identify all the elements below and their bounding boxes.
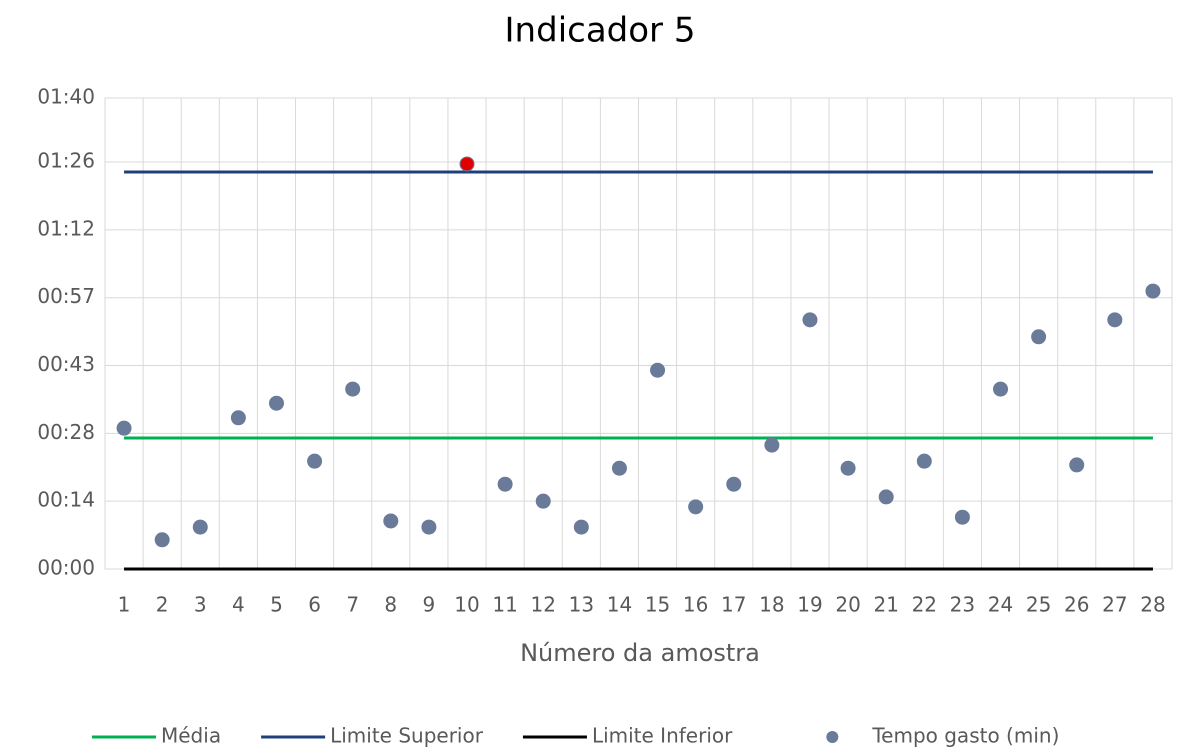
x-tick-label: 21 — [873, 593, 898, 617]
x-tick-label: 23 — [950, 593, 975, 617]
legend-label: Média — [161, 724, 221, 748]
data-point — [230, 410, 246, 426]
y-tick-label: 00:57 — [37, 284, 95, 308]
x-tick-label: 13 — [569, 593, 594, 617]
y-tick-label: 01:12 — [37, 216, 95, 240]
data-point — [116, 420, 132, 436]
x-tick-label: 6 — [308, 593, 321, 617]
x-tick-label: 11 — [492, 593, 517, 617]
y-tick-label: 00:43 — [37, 352, 95, 376]
x-tick-label: 17 — [721, 593, 746, 617]
legend-label: Limite Inferior — [592, 724, 733, 748]
data-point — [726, 476, 742, 492]
data-point — [764, 437, 780, 453]
x-tick-label: 19 — [797, 593, 822, 617]
x-tick-label: 5 — [270, 593, 283, 617]
x-tick-label: 8 — [384, 593, 397, 617]
data-point — [345, 381, 361, 397]
y-tick-label: 01:40 — [37, 85, 95, 109]
x-tick-label: 20 — [835, 593, 860, 617]
data-point — [1069, 457, 1085, 473]
x-tick-label: 22 — [912, 593, 937, 617]
x-tick-label: 9 — [423, 593, 436, 617]
y-tick-label: 00:14 — [37, 488, 95, 512]
x-tick-label: 2 — [156, 593, 169, 617]
legend-label: Limite Superior — [330, 724, 484, 748]
x-tick-label: 27 — [1102, 593, 1127, 617]
data-point — [650, 362, 666, 378]
x-tick-label: 1 — [118, 593, 131, 617]
data-point — [688, 499, 704, 515]
y-tick-label: 00:28 — [37, 420, 95, 444]
data-point — [802, 312, 818, 328]
data-point — [383, 513, 399, 529]
data-point — [535, 493, 551, 509]
x-tick-label: 24 — [988, 593, 1013, 617]
data-point — [1031, 329, 1047, 345]
data-point — [459, 156, 475, 172]
data-point — [421, 519, 437, 535]
x-tick-label: 3 — [194, 593, 207, 617]
x-tick-label: 25 — [1026, 593, 1051, 617]
y-tick-label: 01:26 — [37, 149, 95, 173]
data-point — [954, 509, 970, 525]
x-axis-title: Número da amostra — [520, 639, 760, 667]
data-point — [307, 453, 323, 469]
x-tick-label: 12 — [531, 593, 556, 617]
data-point — [916, 453, 932, 469]
data-point — [268, 395, 284, 411]
data-point — [497, 476, 513, 492]
data-point — [573, 519, 589, 535]
data-point — [611, 460, 627, 476]
x-tick-label: 14 — [607, 593, 632, 617]
data-point — [1145, 283, 1161, 299]
data-point — [878, 489, 894, 505]
chart-title: Indicador 5 — [505, 11, 696, 51]
x-tick-label: 4 — [232, 593, 245, 617]
x-tick-label: 16 — [683, 593, 708, 617]
x-tick-label: 18 — [759, 593, 784, 617]
data-point — [840, 460, 856, 476]
data-point — [192, 519, 208, 535]
data-point — [1107, 312, 1123, 328]
y-tick-label: 00:00 — [37, 556, 95, 580]
x-tick-label: 26 — [1064, 593, 1089, 617]
x-tick-label: 15 — [645, 593, 670, 617]
x-tick-label: 28 — [1140, 593, 1165, 617]
legend-swatch — [826, 731, 839, 743]
data-point — [993, 381, 1009, 397]
x-tick-label: 7 — [346, 593, 359, 617]
data-point — [154, 532, 170, 548]
x-tick-label: 10 — [454, 593, 479, 617]
legend-label: Tempo gasto (min) — [871, 724, 1059, 748]
